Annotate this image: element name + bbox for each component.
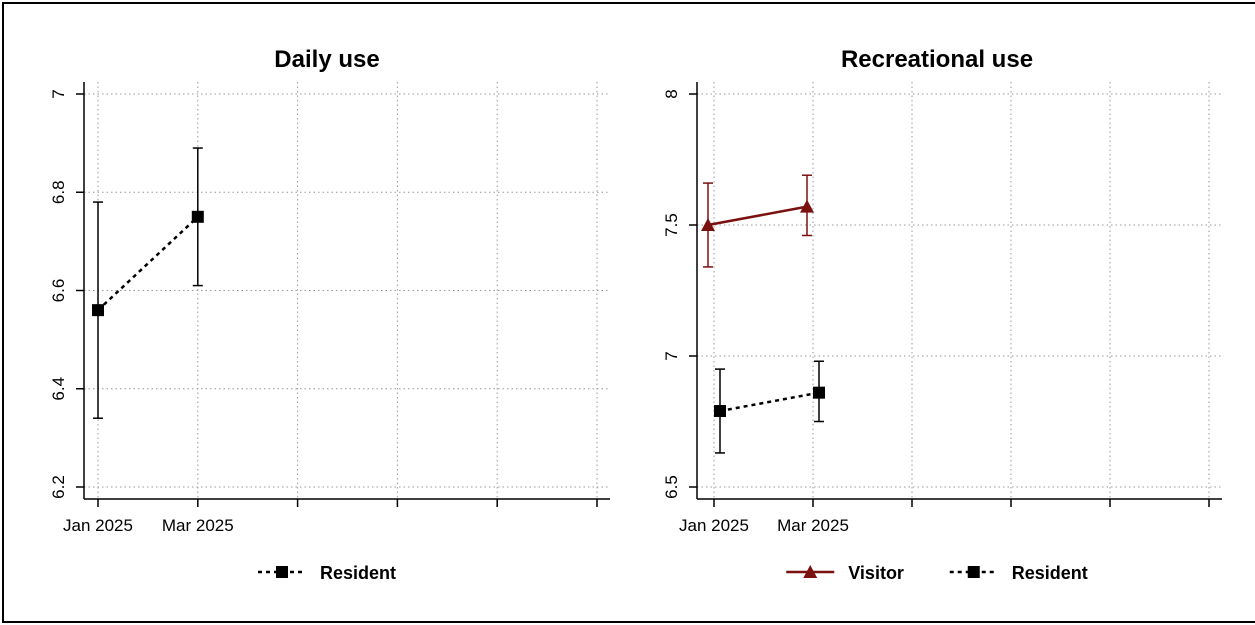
data-point xyxy=(701,218,715,231)
y-tick-label: 7 xyxy=(49,89,68,98)
legend-marker xyxy=(967,566,980,578)
data-point xyxy=(714,405,726,418)
x-tick-label: Mar 2025 xyxy=(162,516,234,535)
legend-marker xyxy=(803,565,818,578)
series-resident xyxy=(92,147,204,419)
x-tick-label: Mar 2025 xyxy=(777,516,849,535)
legend: Visitor Resident xyxy=(786,563,1088,583)
data-point xyxy=(191,210,204,223)
y-tick-label: 6.4 xyxy=(49,377,68,401)
legend: Resident xyxy=(258,563,396,583)
x-tick-label: Jan 2025 xyxy=(63,516,133,535)
series-visitor xyxy=(701,174,814,268)
panel-recreational-use: Recreational use 6.5 7 7.5 8 Jan 2025 Mar 2025… xyxy=(662,46,1222,583)
legend-item-resident: Resident xyxy=(949,563,1088,583)
x-tick-label: Jan 2025 xyxy=(679,516,749,535)
y-tick-label: 6.6 xyxy=(49,279,68,303)
panel-daily-use: Daily use 6.2 6.4 6.6 6.8 7 Jan 2025 Mar 2025 Re… xyxy=(49,46,610,583)
series-line xyxy=(719,391,820,413)
data-point xyxy=(800,199,814,213)
chart-title: Daily use xyxy=(274,46,379,73)
series-resident xyxy=(714,360,825,454)
chart-title: Recreational use xyxy=(841,46,1033,73)
y-tick-label: 6.2 xyxy=(49,475,68,499)
legend-marker xyxy=(276,566,288,578)
data-point xyxy=(92,304,104,317)
legend-item-resident: Resident xyxy=(258,563,396,583)
y-tick-label: 7.5 xyxy=(662,213,681,237)
y-tick-label: 6.5 xyxy=(662,475,681,499)
legend-item-visitor: Visitor xyxy=(786,563,904,583)
legend-label: Visitor xyxy=(848,563,904,583)
legend-label: Resident xyxy=(1012,563,1088,583)
y-tick-label: 6.8 xyxy=(49,180,68,204)
legend-label: Resident xyxy=(320,563,396,583)
series-line xyxy=(97,215,199,312)
data-point xyxy=(813,386,825,399)
series-line xyxy=(707,205,808,227)
y-tick-label: 8 xyxy=(662,89,681,98)
y-tick-label: 7 xyxy=(662,351,681,360)
